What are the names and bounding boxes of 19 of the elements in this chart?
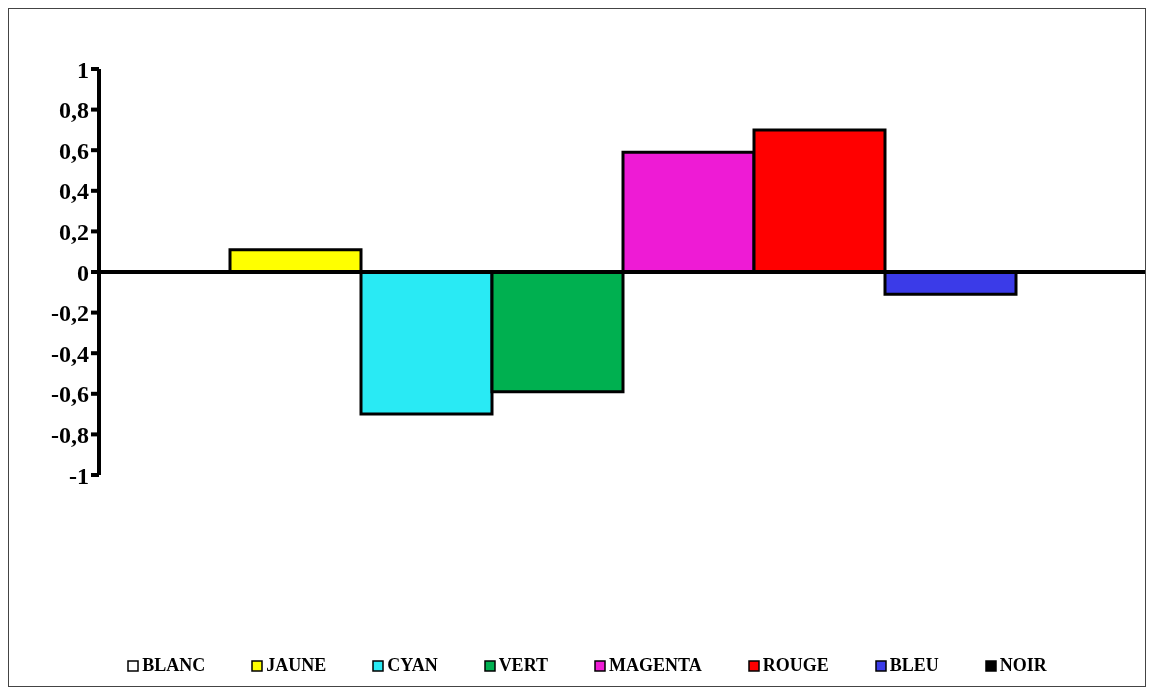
y-tick-label: 1 bbox=[77, 56, 89, 83]
legend-label: CYAN bbox=[386, 655, 438, 676]
legend-label: JAUNE bbox=[265, 655, 327, 676]
y-tick-label: 0,8 bbox=[59, 97, 89, 124]
legend-label: MAGENTA bbox=[608, 655, 702, 676]
y-tick-label: 0 bbox=[77, 259, 89, 286]
legend-label: NOIR bbox=[998, 655, 1047, 676]
y-tick-label: 0,4 bbox=[59, 178, 89, 205]
y-tick-label: -1 bbox=[69, 462, 89, 489]
y-tick-label: -0,2 bbox=[51, 300, 89, 327]
legend-label: ROUGE bbox=[761, 655, 829, 676]
y-tick-label: 0,2 bbox=[59, 218, 89, 245]
legend-label: VERT bbox=[497, 655, 549, 676]
y-tick-label: -0,8 bbox=[51, 421, 89, 448]
y-tick-label: -0,6 bbox=[51, 381, 89, 408]
legend-label: BLANC bbox=[141, 655, 206, 676]
y-tick-label: -0,4 bbox=[51, 340, 89, 367]
y-tick-label: 0,6 bbox=[59, 137, 89, 164]
legend-label: BLEU bbox=[888, 655, 939, 676]
